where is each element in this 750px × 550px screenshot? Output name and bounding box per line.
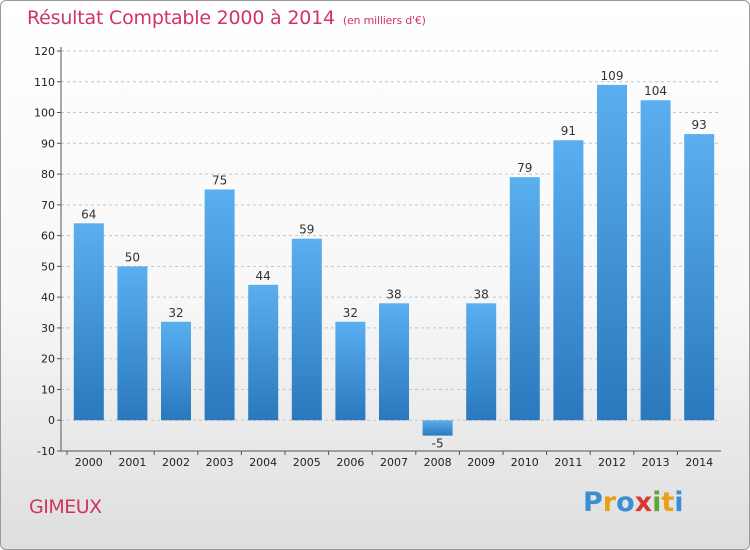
x-tick-label: 2002 — [162, 456, 190, 469]
x-tick-label: 2005 — [293, 456, 321, 469]
data-label: 64 — [81, 207, 96, 221]
y-tick-label: 30 — [41, 322, 55, 335]
y-tick-label: 0 — [48, 414, 55, 427]
bar — [73, 223, 104, 421]
x-tick-label: 2000 — [75, 456, 103, 469]
y-tick-label: -10 — [37, 445, 55, 458]
x-tick-label: 2004 — [249, 456, 277, 469]
x-tick-label: 2001 — [118, 456, 146, 469]
x-tick-label: 2011 — [554, 456, 582, 469]
x-tick-label: 2009 — [467, 456, 495, 469]
logo-letter: r — [602, 487, 617, 518]
y-tick-label: 90 — [41, 137, 55, 150]
logo-letter: P — [583, 487, 603, 518]
data-label: 32 — [343, 306, 358, 320]
x-tick-label: 2012 — [598, 456, 626, 469]
data-label: 50 — [125, 250, 140, 264]
bar — [161, 321, 191, 421]
data-label: 79 — [517, 161, 532, 175]
y-tick-label: 20 — [41, 353, 55, 366]
bar — [597, 84, 627, 421]
data-label: 59 — [299, 223, 314, 237]
proxiti-logo: Proxiti — [583, 487, 684, 518]
x-tick-label: 2010 — [511, 456, 539, 469]
data-label: 32 — [168, 306, 183, 320]
logo-letter: o — [616, 487, 635, 518]
bar — [291, 238, 322, 421]
data-label: 104 — [644, 84, 667, 98]
data-label: 44 — [256, 269, 271, 283]
y-tick-label: 80 — [41, 168, 55, 181]
title-text: Résultat Comptable 2000 à 2014 — [27, 7, 335, 29]
x-tick-label: 2014 — [685, 456, 713, 469]
x-tick-label: 2003 — [206, 456, 234, 469]
y-tick-label: 110 — [34, 76, 55, 89]
bar — [248, 284, 279, 421]
x-tick-label: 2013 — [642, 456, 670, 469]
data-label: -5 — [432, 437, 444, 451]
y-tick-label: 60 — [41, 230, 55, 243]
y-tick-label: 120 — [34, 45, 55, 58]
logo-letter: i — [674, 487, 684, 518]
chart-subtitle: (en milliers d'€) — [342, 14, 426, 27]
data-label: 75 — [212, 173, 227, 187]
logo-letter: x — [634, 487, 653, 518]
y-tick-label: 100 — [34, 107, 55, 120]
x-tick-label: 2007 — [380, 456, 408, 469]
x-tick-label: 2008 — [424, 456, 452, 469]
data-label: 38 — [474, 287, 489, 301]
bar — [379, 303, 409, 421]
logo-letter: i — [652, 487, 662, 518]
y-tick-label: 40 — [41, 291, 55, 304]
bar — [509, 177, 540, 421]
y-tick-label: 50 — [41, 260, 55, 273]
chart-title: Résultat Comptable 2000 à 2014 (en millie… — [27, 7, 426, 29]
data-label: 38 — [386, 287, 401, 301]
data-label: 109 — [601, 69, 624, 83]
data-label: 93 — [692, 118, 707, 132]
place-name: GIMEUX — [29, 496, 102, 518]
y-tick-label: 70 — [41, 199, 55, 212]
bar — [335, 321, 366, 421]
bar — [204, 189, 235, 421]
bar — [640, 100, 671, 421]
bar — [422, 420, 453, 436]
data-label: 91 — [561, 124, 576, 138]
logo-letter: t — [661, 487, 675, 518]
bar — [684, 134, 715, 421]
y-tick-label: 10 — [41, 383, 55, 396]
x-tick-label: 2006 — [336, 456, 364, 469]
bar — [117, 266, 148, 421]
bar — [466, 303, 497, 421]
bar — [553, 140, 584, 421]
